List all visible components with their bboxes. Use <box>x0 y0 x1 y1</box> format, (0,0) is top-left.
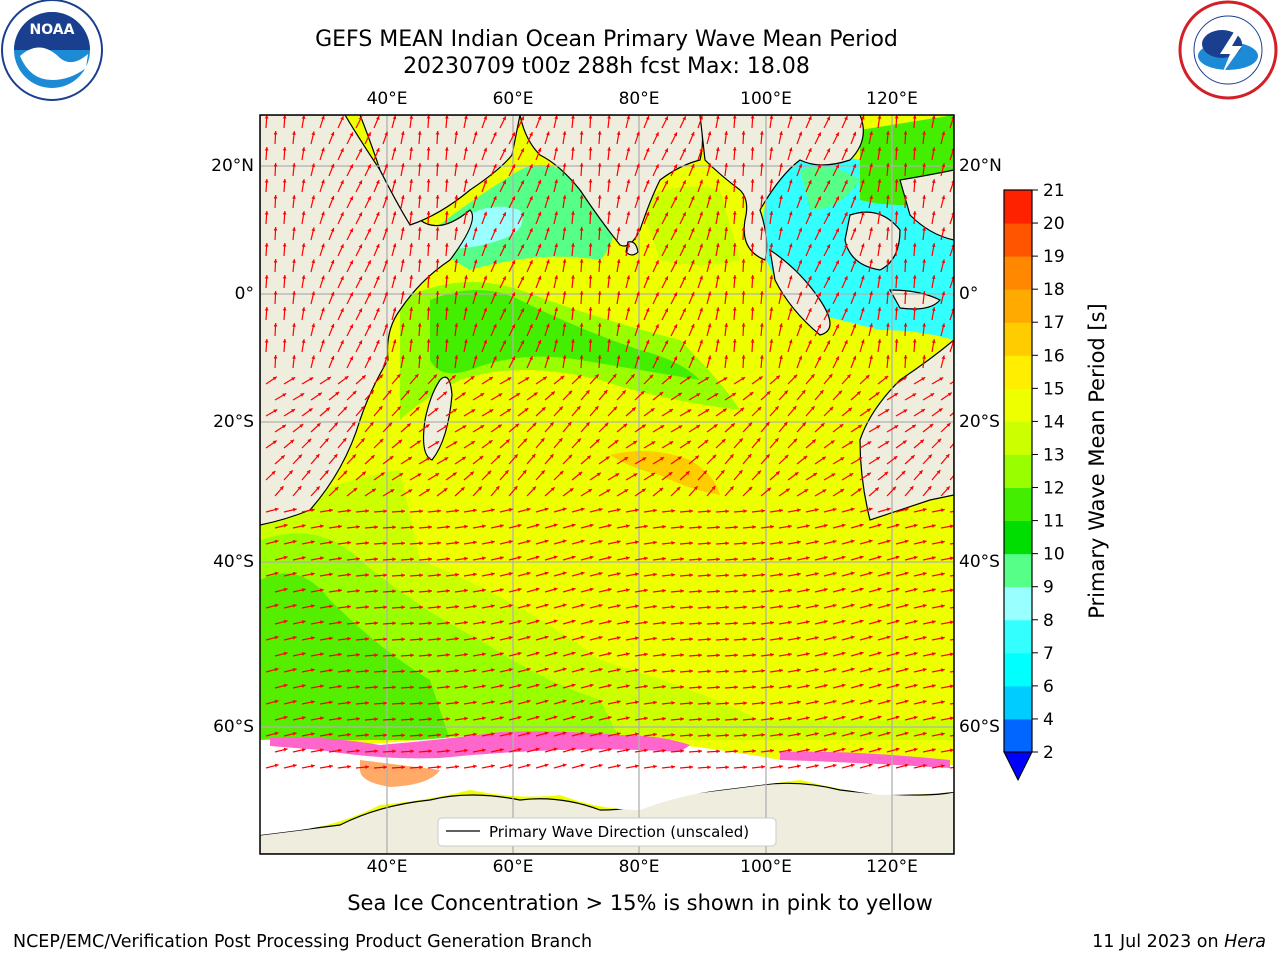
colorbar-tick-label: 19 <box>1043 247 1065 267</box>
chart-subtitle: 20230709 t00z 288h fcst Max: 18.08 <box>403 54 810 79</box>
colorbar-segment <box>1004 718 1032 753</box>
lat-tick-label: 20°S <box>213 412 254 432</box>
colorbar-segment <box>1004 355 1032 389</box>
colorbar-segment <box>1004 520 1032 555</box>
colorbar-segment <box>1004 619 1032 654</box>
footer-host: Hera <box>1224 932 1266 952</box>
lat-tick-label: 60°S <box>959 717 1000 737</box>
colorbar-tick-label: 12 <box>1043 479 1065 499</box>
lat-tick-label: 40°S <box>959 552 1000 572</box>
colorbar-extend-triangle <box>1003 751 1033 782</box>
colorbar-tick-label: 20 <box>1043 214 1065 234</box>
colorbar-segment <box>1004 223 1032 257</box>
footer-organization: NCEP/EMC/Verification Post Processing Pr… <box>13 932 593 952</box>
colorbar-tick-label: 7 <box>1043 644 1054 664</box>
colorbar-segment <box>1004 256 1032 290</box>
footer-date-text: 11 Jul 2023 on <box>1092 932 1225 952</box>
lon-tick-label: 100°E <box>740 89 792 109</box>
lat-tick-label: 20°N <box>959 156 1002 176</box>
lon-tick-label: 80°E <box>618 89 660 109</box>
lon-tick-label: 40°E <box>366 89 408 109</box>
map-area <box>260 115 954 854</box>
colorbar-segment <box>1004 652 1032 687</box>
colorbar-tick-label: 2 <box>1043 743 1054 763</box>
colorbar-tick-label: 14 <box>1043 412 1065 432</box>
lon-tick-label: 120°E <box>866 857 918 877</box>
colorbar-tick-label: 15 <box>1043 379 1065 399</box>
colorbar-frame <box>1003 189 1033 753</box>
national-weather-service-logo <box>1178 0 1278 100</box>
legend: Primary Wave Direction (unscaled) <box>437 817 777 847</box>
legend-label: Primary Wave Direction (unscaled) <box>489 823 749 841</box>
lon-tick-label: 120°E <box>866 89 918 109</box>
lon-tick-label: 100°E <box>740 857 792 877</box>
noaa-logo: NOAA <box>1 0 103 101</box>
sea-ice-note: Sea Ice Concentration > 15% is shown in … <box>347 891 933 915</box>
chart-title: GEFS MEAN Indian Ocean Primary Wave Mean… <box>315 27 898 52</box>
colorbar-segment <box>1004 421 1032 455</box>
colorbar-tick-label: 8 <box>1043 611 1054 631</box>
colorbar-tick-label: 17 <box>1043 313 1065 333</box>
lon-tick-label: 40°E <box>366 857 408 877</box>
colorbar-tick-label: 9 <box>1043 578 1054 598</box>
noaa-logo-text: NOAA <box>30 22 75 38</box>
colorbar-segment <box>1004 388 1032 422</box>
lat-tick-label: 20°N <box>211 156 254 176</box>
colorbar: 2 4 6 7 8 9 10 11 12 13 14 15 16 17 18 19 20 21 <box>1003 181 1065 782</box>
colorbar-segment <box>1004 685 1032 720</box>
colorbar-segment <box>1004 289 1032 323</box>
colorbar-tick-label: 6 <box>1043 677 1054 697</box>
wave-direction-arrows <box>264 115 954 770</box>
colorbar-segment <box>1004 454 1032 489</box>
colorbar-segment <box>1004 487 1032 522</box>
lon-tick-label: 60°E <box>492 89 534 109</box>
colorbar-tick-label: 18 <box>1043 280 1065 300</box>
colorbar-segment <box>1004 322 1032 356</box>
lon-tick-label: 80°E <box>618 857 660 877</box>
map-frame <box>259 114 955 855</box>
footer-date: 11 Jul 2023 on Hera <box>1092 932 1266 952</box>
colorbar-segment <box>1004 586 1032 621</box>
colorbar-label: Primary Wave Mean Period [s] <box>1084 303 1109 619</box>
lat-tick-label: 20°S <box>959 412 1000 432</box>
colorbar-tick-label: 16 <box>1043 346 1065 366</box>
lon-tick-label: 60°E <box>492 857 534 877</box>
colorbar-tick-label: 13 <box>1043 445 1065 465</box>
lat-tick-label: 0° <box>959 284 979 304</box>
lat-tick-label: 0° <box>234 284 254 304</box>
colorbar-segment <box>1004 553 1032 588</box>
colorbar-tick-label: 21 <box>1043 181 1065 201</box>
colorbar-segment <box>1004 190 1032 224</box>
lat-tick-label: 40°S <box>213 552 254 572</box>
colorbar-tick-label: 11 <box>1043 512 1065 532</box>
colorbar-tick-label: 4 <box>1043 710 1054 730</box>
colorbar-tick-label: 10 <box>1043 545 1065 565</box>
lat-tick-label: 60°S <box>213 717 254 737</box>
